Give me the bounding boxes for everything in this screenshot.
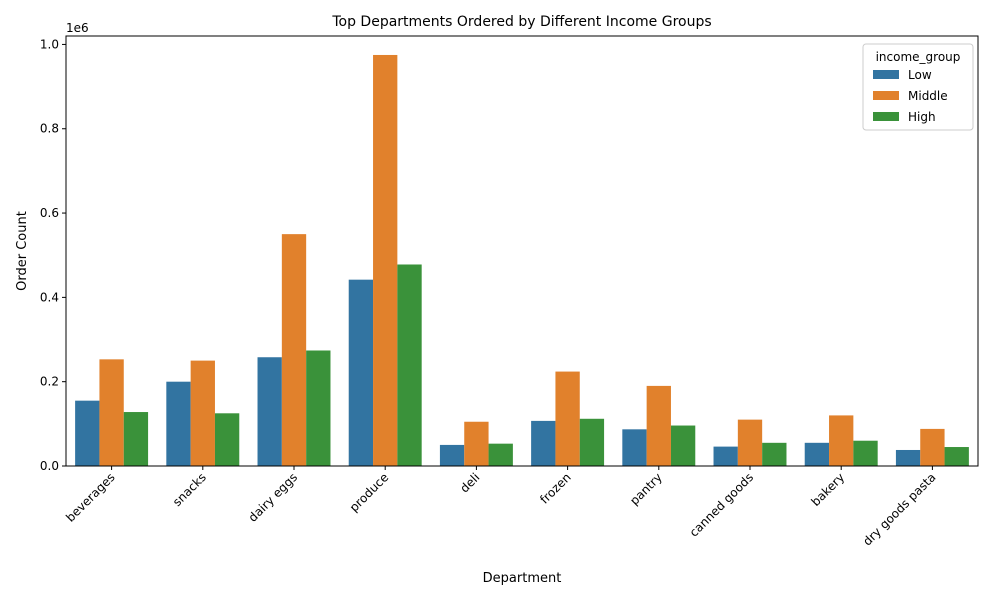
plot-frame	[65, 35, 979, 467]
bar-high-deli	[488, 443, 513, 466]
bar-middle-dairy-eggs	[281, 234, 307, 466]
chart-title: Top Departments Ordered by Different Inc…	[331, 14, 711, 30]
bar-high-frozen	[579, 418, 605, 466]
legend-swatch-high	[873, 112, 899, 121]
x-tick-label: bakery	[808, 470, 847, 509]
x-tick-label: produce	[347, 470, 391, 514]
x-tick-label: beverages	[63, 470, 117, 524]
bar-low-pantry	[622, 429, 647, 466]
x-tick-label: frozen	[537, 470, 573, 506]
y-axis-label: Order Count	[15, 211, 30, 291]
x-tick-label: dairy eggs	[246, 470, 300, 524]
bar-high-snacks	[214, 413, 240, 466]
x-tick-label: canned goods	[687, 470, 756, 539]
bar-middle-produce	[373, 54, 398, 466]
x-tick-label: snacks	[170, 470, 209, 509]
bar-high-produce	[397, 264, 422, 466]
bar-high-beverages	[123, 412, 149, 466]
legend-box	[862, 43, 974, 131]
bar-middle-bakery	[829, 415, 854, 466]
bar-low-bakery	[804, 442, 830, 466]
y-axis-offset-label: 1e6	[66, 21, 89, 35]
legend-swatch-low	[873, 70, 899, 79]
x-tick-label: dry goods pasta	[860, 470, 938, 548]
bar-low-canned-goods	[713, 446, 738, 466]
y-tick-label: 0.4	[40, 290, 59, 304]
bar-low-produce	[348, 279, 374, 466]
y-tick-label: 1.0	[40, 37, 59, 51]
legend-label-middle: Middle	[908, 89, 948, 103]
y-tick-label: 0.8	[40, 122, 59, 136]
x-axis: beverages snacks dairy eggs produce deli froz…	[63, 466, 939, 549]
bar-middle-frozen	[555, 371, 580, 466]
y-tick-label: 0.6	[40, 206, 59, 220]
bar-low-snacks	[166, 381, 191, 466]
bar-middle-canned-goods	[737, 419, 763, 466]
x-tick-label: deli	[457, 470, 482, 495]
bar-low-beverages	[75, 400, 100, 466]
bars-group	[75, 54, 969, 466]
bar-low-dairy-eggs	[257, 357, 282, 466]
bar-high-pantry	[670, 425, 696, 466]
legend-label-low: Low	[908, 68, 932, 82]
legend-title: income_group	[876, 50, 961, 64]
y-tick-label: 0.2	[40, 375, 59, 389]
legend-swatch-middle	[873, 91, 899, 100]
bar-low-frozen	[531, 420, 556, 466]
bar-middle-dry-goods-pasta	[920, 428, 945, 466]
x-tick-label: pantry	[627, 470, 665, 508]
bar-middle-snacks	[190, 360, 215, 466]
bar-high-canned-goods	[762, 442, 787, 466]
bar-low-deli	[439, 444, 465, 466]
bar-middle-deli	[464, 421, 489, 466]
bar-high-dry-goods-pasta	[944, 447, 969, 466]
y-axis: 0.0 0.2 0.4 0.6 0.8 1.0	[40, 37, 66, 473]
bar-middle-pantry	[646, 385, 671, 466]
bar-middle-beverages	[99, 359, 124, 466]
legend-label-high: High	[908, 110, 936, 124]
legend: income_group Low Middle High	[862, 43, 974, 131]
y-tick-label: 0.0	[40, 459, 59, 473]
x-axis-label: Department	[483, 571, 562, 586]
bar-high-bakery	[853, 440, 878, 466]
bar-high-dairy-eggs	[306, 350, 331, 466]
bar-low-dry-goods-pasta	[895, 449, 921, 466]
